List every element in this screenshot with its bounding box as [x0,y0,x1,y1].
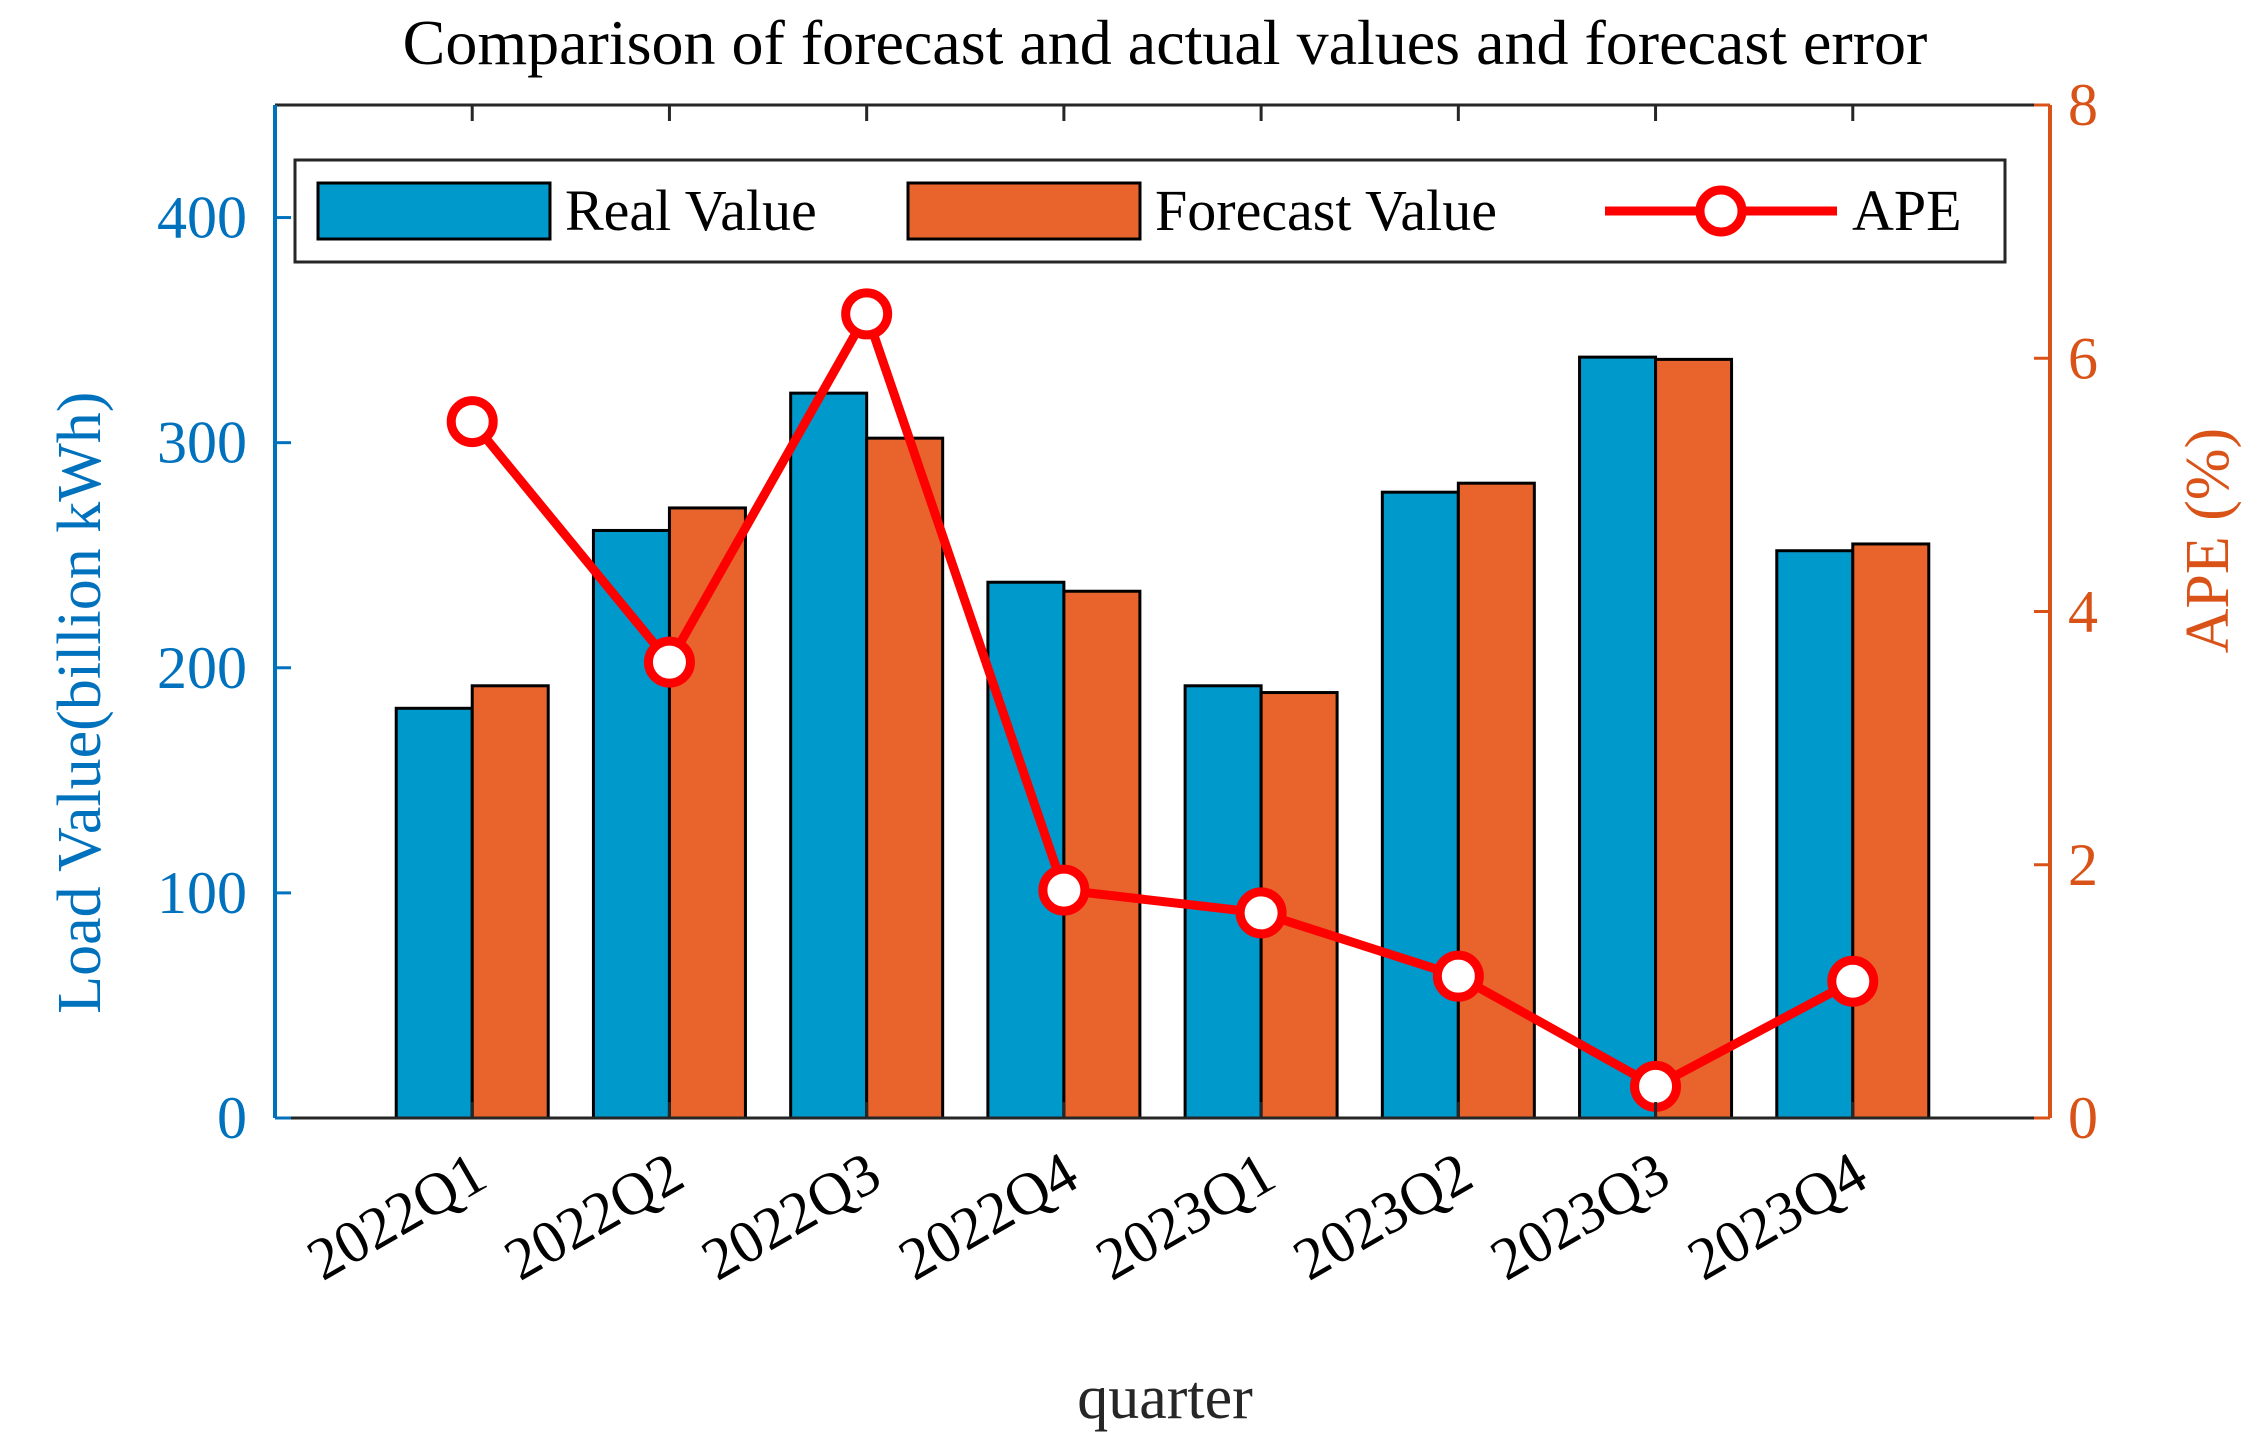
ape-point-2023Q2 [1432,950,1484,1002]
ape-point-2023Q1 [1235,887,1287,939]
x-tick-label-2022Q1: 2022Q1 [296,1139,496,1293]
y-tick-label-left-300: 300 [157,410,247,476]
bar-real-2022Q2 [591,528,671,1120]
y-tick-label-left-200: 200 [157,635,247,701]
ape-point-2022Q2 [643,636,695,688]
legend-label-ape: APE [1852,178,1962,243]
bars-layer [394,355,1931,1120]
bar-real-2023Q2 [1380,490,1460,1120]
x-tick-label-2023Q2: 2023Q2 [1282,1139,1482,1293]
bar-forecast-2022Q4 [1062,589,1142,1120]
legend-label-real-value: Real Value [565,178,817,243]
legend-label-forecast-value: Forecast Value [1155,178,1497,243]
ape-point-2022Q3 [841,288,893,340]
ape-point-2023Q3 [1630,1060,1682,1112]
bar-forecast-2023Q2 [1456,481,1536,1120]
y-axis-label-left: Load Value(billion kWh) [46,392,114,1014]
x-tick-label-2023Q3: 2023Q3 [1480,1139,1680,1293]
bar-real-2022Q3 [789,391,869,1120]
bar-forecast-2022Q1 [470,684,550,1120]
legend-swatch-forecast-value [906,181,1142,241]
y-tick-label-left-100: 100 [157,860,247,926]
y-tick-label-left-0: 0 [217,1085,247,1151]
bar-real-2022Q1 [394,706,474,1120]
x-tick-label-2022Q2: 2022Q2 [494,1139,694,1293]
ape-point-2022Q4 [1038,864,1090,916]
x-axis-label: quarter [1077,1364,1253,1432]
ape-line-layer [446,288,1879,1112]
ape-point-2022Q1 [446,396,498,448]
legend-swatch-real-value [316,181,552,241]
y-tick-label-right-4: 4 [2068,579,2098,645]
y-tick-label-right-2: 2 [2068,832,2098,898]
y-tick-label-right-8: 8 [2068,72,2098,138]
bar-real-2023Q4 [1775,549,1855,1120]
bar-forecast-2023Q4 [1851,542,1931,1120]
ape-line [468,309,1855,1091]
ape-point-2023Q4 [1827,955,1879,1007]
y-axis-label-right: APE (%) [2174,428,2242,654]
bar-forecast-2022Q2 [667,506,747,1120]
bar-real-2023Q3 [1578,355,1658,1120]
x-tick-label-2023Q1: 2023Q1 [1085,1139,1285,1293]
legend: Real Value Forecast Value APE [293,158,2007,264]
y-tick-label-right-6: 6 [2068,325,2098,391]
y-tick-label-left-400: 400 [157,185,247,251]
chart-title: Comparison of forecast and actual values… [403,7,1928,78]
y-tick-label-right-0: 0 [2068,1085,2098,1151]
bar-forecast-2023Q3 [1654,357,1734,1120]
x-tick-label-2023Q4: 2023Q4 [1677,1139,1877,1293]
x-tick-label-2022Q3: 2022Q3 [691,1139,891,1293]
legend-marker-ape [1695,185,1747,237]
x-tick-label-2022Q4: 2022Q4 [888,1139,1088,1293]
bar-forecast-2022Q3 [865,436,945,1120]
